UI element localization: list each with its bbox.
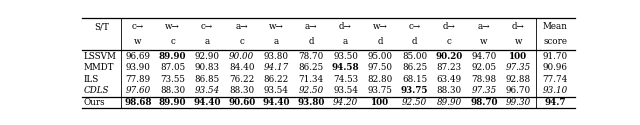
Text: 90.96: 90.96 [543,63,568,72]
Text: 91.70: 91.70 [543,52,568,61]
Text: 89.90: 89.90 [159,98,186,107]
Text: 89.90: 89.90 [436,98,462,107]
Text: 90.60: 90.60 [228,98,255,107]
Text: 90.00: 90.00 [229,52,254,61]
Text: 92.88: 92.88 [506,75,531,84]
Text: a: a [274,37,279,46]
Text: 93.54: 93.54 [333,86,358,96]
Text: 93.10: 93.10 [543,86,568,96]
Text: 84.40: 84.40 [229,63,255,72]
Text: d→: d→ [512,22,525,31]
Text: 86.25: 86.25 [402,63,428,72]
Text: 71.34: 71.34 [298,75,324,84]
Text: a→: a→ [477,22,490,31]
Text: c: c [447,37,452,46]
Text: 95.00: 95.00 [367,52,392,61]
Text: 94.40: 94.40 [193,98,221,107]
Text: 93.54: 93.54 [195,86,220,96]
Text: d: d [308,37,314,46]
Text: 85.00: 85.00 [402,52,428,61]
Text: d→: d→ [443,22,456,31]
Text: 74.53: 74.53 [333,75,358,84]
Text: 86.25: 86.25 [298,63,323,72]
Text: a→: a→ [305,22,317,31]
Text: 92.90: 92.90 [195,52,220,61]
Text: w: w [515,37,522,46]
Text: d→: d→ [339,22,352,31]
Text: 93.75: 93.75 [401,86,428,96]
Text: 68.15: 68.15 [402,75,428,84]
Text: w→: w→ [165,22,180,31]
Text: d: d [412,37,417,46]
Text: 93.50: 93.50 [333,52,358,61]
Text: ILS: ILS [84,75,99,84]
Text: 93.80: 93.80 [297,98,324,107]
Text: LSSVM: LSSVM [84,52,117,61]
Text: c→: c→ [201,22,213,31]
Text: 93.75: 93.75 [367,86,392,96]
Text: 90.83: 90.83 [195,63,220,72]
Text: a→: a→ [236,22,248,31]
Text: 97.35: 97.35 [471,86,497,96]
Text: 92.50: 92.50 [402,98,428,107]
Text: MMDT: MMDT [84,63,115,72]
Text: 90.20: 90.20 [436,52,463,61]
Text: 77.89: 77.89 [125,75,150,84]
Text: 77.74: 77.74 [543,75,568,84]
Text: 87.05: 87.05 [160,63,185,72]
Text: 73.55: 73.55 [160,75,185,84]
Text: 100: 100 [371,98,389,107]
Text: 96.69: 96.69 [125,52,150,61]
Text: Ours: Ours [84,98,106,107]
Text: 89.90: 89.90 [159,52,186,61]
Text: 76.22: 76.22 [229,75,254,84]
Text: 98.68: 98.68 [124,98,152,107]
Text: 63.49: 63.49 [436,75,462,84]
Text: 100: 100 [509,52,527,61]
Text: 92.50: 92.50 [298,86,324,96]
Text: 94.40: 94.40 [262,98,290,107]
Text: 94.7: 94.7 [545,98,566,107]
Text: 87.23: 87.23 [436,63,462,72]
Text: 93.90: 93.90 [125,63,150,72]
Text: 94.58: 94.58 [332,63,359,72]
Text: 88.30: 88.30 [160,86,185,96]
Text: 86.22: 86.22 [264,75,289,84]
Text: 98.70: 98.70 [470,98,497,107]
Text: 97.50: 97.50 [367,63,392,72]
Text: 92.05: 92.05 [471,63,497,72]
Text: score: score [543,37,567,46]
Text: d: d [378,37,383,46]
Text: 94.17: 94.17 [264,63,289,72]
Text: a: a [343,37,348,46]
Text: CDLS: CDLS [84,86,109,96]
Text: c→: c→ [132,22,144,31]
Text: 94.20: 94.20 [333,98,358,107]
Text: w→: w→ [372,22,388,31]
Text: 82.80: 82.80 [367,75,393,84]
Text: w: w [480,37,488,46]
Text: c→: c→ [408,22,420,31]
Text: 93.54: 93.54 [264,86,289,96]
Text: w→: w→ [269,22,284,31]
Text: Mean: Mean [543,22,568,31]
Text: 86.85: 86.85 [195,75,220,84]
Text: 78.98: 78.98 [471,75,497,84]
Text: 88.30: 88.30 [229,86,254,96]
Text: 97.60: 97.60 [125,86,150,96]
Text: a: a [205,37,210,46]
Text: c: c [239,37,244,46]
Text: w: w [134,37,142,46]
Text: c: c [170,37,175,46]
Text: 88.30: 88.30 [436,86,462,96]
Text: 94.70: 94.70 [471,52,497,61]
Text: 93.80: 93.80 [264,52,289,61]
Text: 96.70: 96.70 [506,86,531,96]
Text: 97.35: 97.35 [506,63,531,72]
Text: S/T: S/T [94,22,109,31]
Text: 78.70: 78.70 [298,52,324,61]
Text: 99.30: 99.30 [506,98,531,107]
